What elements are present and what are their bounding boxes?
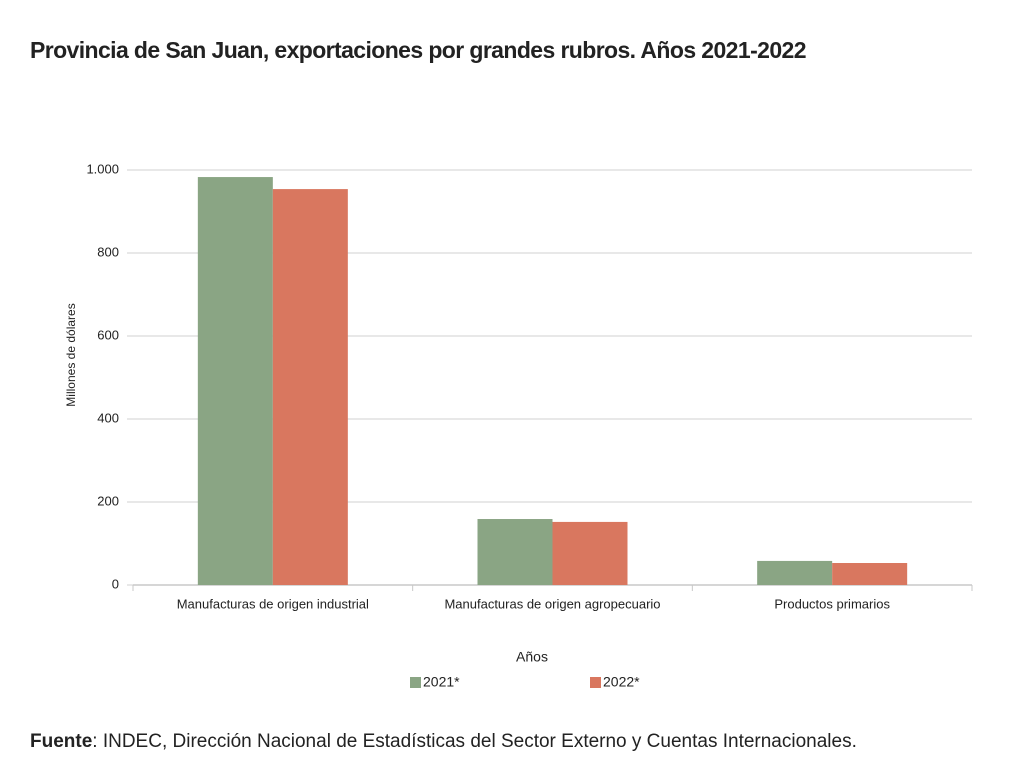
legend-swatch — [410, 677, 421, 688]
legend-swatch — [590, 677, 601, 688]
x-tick-label: Manufacturas de origen industrial — [177, 596, 369, 611]
source: Fuente: INDEC, Dirección Nacional de Est… — [30, 731, 857, 752]
y-tick-label: 0 — [112, 576, 119, 591]
y-axis-label: Millones de dólares — [64, 303, 78, 406]
y-tick-label: 200 — [97, 493, 119, 508]
y-tick-label: 600 — [97, 327, 119, 342]
y-tick-label: 800 — [97, 244, 119, 259]
bar — [197, 177, 273, 585]
x-axis-label: Años — [516, 649, 548, 665]
y-tick-label: 400 — [97, 410, 119, 425]
x-tick-label: Productos primarios — [774, 596, 890, 611]
bar — [477, 519, 553, 585]
legend-label: 2022* — [603, 674, 640, 690]
source-text: : INDEC, Dirección Nacional de Estadísti… — [92, 731, 857, 752]
bar — [832, 563, 908, 585]
x-tick-label: Manufacturas de origen agropecuario — [444, 596, 660, 611]
source-label: Fuente — [30, 731, 92, 752]
y-tick-label: 1.000 — [86, 161, 119, 176]
bar — [272, 189, 348, 585]
bar — [552, 521, 628, 585]
bar — [757, 560, 833, 585]
chart-title: Provincia de San Juan, exportaciones por… — [30, 37, 806, 63]
legend-label: 2021* — [423, 674, 460, 690]
